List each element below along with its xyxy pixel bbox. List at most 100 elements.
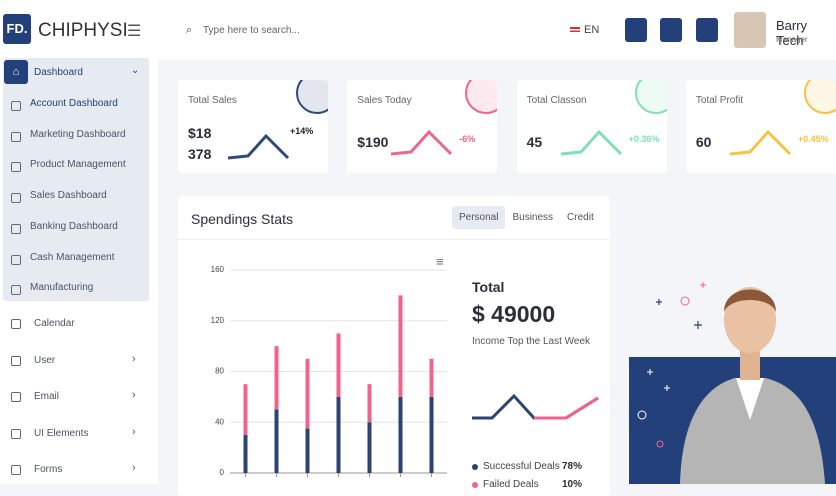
summary-sparkline: [472, 393, 599, 420]
legend-dot: [472, 464, 478, 470]
stat-title: Total Classon: [526, 95, 587, 106]
search-icon: ⌕: [186, 24, 193, 36]
bar-segment: [367, 384, 372, 423]
summary-caption: Income Top the Last Week: [472, 336, 591, 347]
tab[interactable]: Credit: [567, 212, 594, 223]
chevron: ›: [132, 462, 136, 475]
menu-icon: [11, 319, 21, 329]
bar-segment: [367, 422, 372, 473]
cart-button[interactable]: [625, 18, 647, 42]
stat-sparkline: [729, 129, 791, 156]
submenu-item[interactable]: Manufacturing: [30, 282, 94, 294]
menu-icon: [11, 355, 21, 366]
y-tick-label: 120: [211, 316, 225, 325]
stat-card: Total Sales $18 378 +14%: [178, 80, 328, 173]
legend-value: 78%: [562, 461, 583, 472]
submenu-item[interactable]: Account Dashboard: [30, 98, 118, 109]
summary-amount: $ 49000: [472, 301, 556, 327]
stat-change: +14%: [290, 126, 314, 136]
search-input[interactable]: Type here to search...: [203, 25, 300, 36]
language[interactable]: EN: [584, 24, 600, 36]
topbar: ⌕ Type here to search... EN Barry Tech M…: [158, 0, 836, 60]
stat-icon: [465, 80, 498, 114]
submenu-item[interactable]: Sales Dashboard: [30, 190, 107, 202]
bar-segment: [398, 295, 403, 397]
summary-title: Total: [472, 279, 505, 295]
y-tick-label: 160: [211, 265, 225, 274]
legend-dot: [472, 482, 478, 488]
hero-illustration: [629, 282, 836, 484]
submenu-item[interactable]: Product Management: [30, 159, 126, 171]
mail-button[interactable]: [696, 18, 718, 42]
stat-card: Sales Today $190 -6%: [347, 80, 498, 173]
stat-change: -6%: [459, 134, 476, 144]
y-tick-label: 40: [215, 417, 224, 426]
sparkline-path: [560, 129, 622, 156]
bar-segment: [243, 434, 248, 473]
flag: [570, 27, 580, 34]
tab[interactable]: Personal: [452, 206, 506, 229]
submenu-icon: [11, 254, 21, 265]
legend-label: Failed Deals: [483, 479, 539, 490]
submenu-icon: [11, 223, 21, 234]
menu-toggle[interactable]: ☰: [127, 23, 142, 40]
menu-icon: [11, 392, 21, 403]
chevron: ›: [132, 389, 136, 402]
menu-item[interactable]: Forms: [34, 464, 63, 476]
user-name: Barry Tech: [776, 18, 808, 48]
submenu-item[interactable]: Cash Management: [30, 251, 115, 263]
menu-item[interactable]: User: [34, 354, 56, 366]
bar-segment: [398, 396, 403, 473]
stat-change: +0.36%: [628, 134, 660, 144]
sidebar: FD. CHIPHYSI ☰ ⌂ Dashboard ⌄ Account Das…: [0, 0, 158, 484]
brand-name: CHIPHYSI: [38, 20, 128, 41]
legend-label: Successful Deals: [483, 461, 560, 472]
card-title: Spendings Stats: [191, 211, 293, 227]
bar-segment: [305, 428, 310, 473]
bar-segment: [243, 384, 248, 435]
submenu-icon: [11, 285, 21, 296]
stat-value: $190: [357, 134, 389, 150]
bar-segment: [429, 358, 434, 397]
tab[interactable]: Business: [512, 212, 554, 223]
stat-value: 60: [695, 134, 712, 150]
legend-value: 10%: [562, 479, 583, 490]
logo: FD.: [3, 14, 31, 44]
stat-change: +0.45%: [797, 134, 829, 144]
notification-button[interactable]: [660, 18, 682, 42]
bar-segment: [336, 396, 341, 473]
stat-value: 45: [526, 134, 543, 150]
bar-segment: [305, 358, 310, 429]
stat-icon: [296, 80, 328, 114]
sparkline-path: [391, 129, 453, 156]
stat-title: Sales Today: [357, 95, 412, 106]
user-role: Manager: [776, 35, 808, 44]
bar-segment: [336, 333, 341, 397]
stat-icon: [803, 80, 836, 114]
menu-item[interactable]: Calendar: [34, 318, 75, 329]
sparkline-path: [227, 133, 290, 160]
menu-item[interactable]: Dashboard: [34, 67, 83, 78]
menu-icon: [11, 428, 21, 439]
submenu-icon: [11, 101, 21, 111]
stat-value: $18 378: [188, 125, 212, 162]
bar-segment: [274, 409, 279, 473]
menu-icon: [11, 465, 21, 476]
menu-item[interactable]: UI Elements: [34, 427, 89, 439]
stat-sparkline: [227, 133, 290, 160]
submenu-icon: [11, 131, 21, 142]
stat-sparkline: [560, 129, 622, 156]
menu-item[interactable]: Email: [34, 391, 60, 403]
submenu-panel: [3, 58, 149, 301]
stat-card: Total Classon 45 +0.36%: [516, 80, 667, 173]
chevron: ›: [132, 352, 136, 365]
divider: [178, 239, 610, 240]
stat-title: Total Sales: [188, 95, 237, 106]
stat-icon: [634, 80, 667, 114]
y-tick-label: 80: [215, 367, 224, 376]
submenu-item[interactable]: Banking Dashboard: [30, 220, 118, 232]
submenu-item[interactable]: Marketing Dashboard: [30, 128, 126, 140]
bar-segment: [274, 346, 279, 410]
chart-menu[interactable]: ≡: [436, 254, 444, 269]
